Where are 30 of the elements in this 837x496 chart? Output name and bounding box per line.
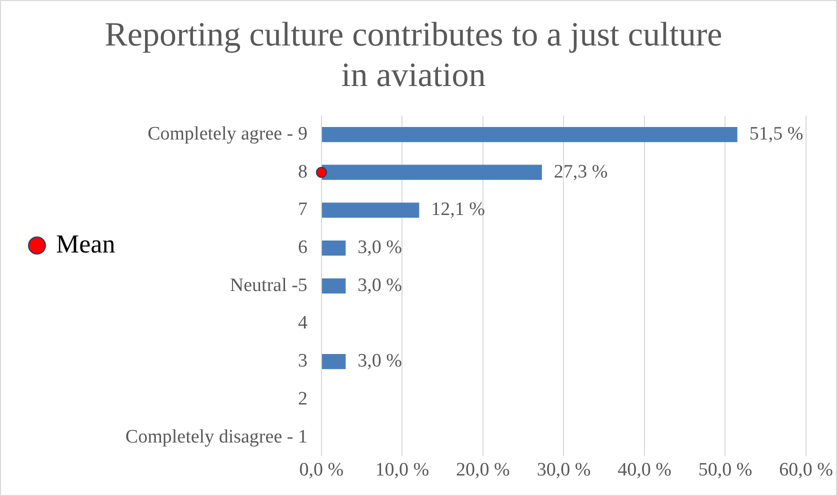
y-tick-label: 4 [298, 312, 308, 334]
x-tick-label: 0,0 % [299, 460, 344, 481]
bar [322, 202, 420, 218]
x-tick-label: 10,0 % [375, 460, 430, 481]
data-label: 3,0 % [358, 237, 402, 258]
bar [322, 278, 346, 294]
y-tick-label: 6 [298, 237, 308, 258]
x-tick-label: 20,0 % [456, 460, 510, 481]
x-tick-label: 40,0 % [618, 460, 672, 481]
data-label: 51,5 % [749, 124, 804, 145]
data-label: 3,0 % [358, 274, 402, 296]
data-label: 3,0 % [358, 350, 402, 372]
x-tick-label: 50,0 % [698, 460, 752, 481]
y-tick-label: 2 [298, 388, 308, 410]
y-tick-label: 7 [298, 199, 308, 220]
bar [322, 240, 346, 256]
y-tick-label: Neutral -5 [230, 274, 308, 296]
data-label: 27,3 % [554, 161, 608, 182]
chart-title: Reporting culture contributes to a just culture in aviation [104, 16, 722, 94]
bar [322, 354, 346, 370]
y-tick-label: 8 [298, 161, 308, 182]
data-label: 12,1 % [431, 199, 486, 220]
legend-label: Mean [56, 229, 116, 258]
x-tick-label: 30,0 % [536, 460, 591, 481]
y-tick-label: Completely agree - 9 [148, 124, 308, 145]
y-tick-label: 3 [298, 350, 308, 372]
bar [322, 164, 542, 180]
bar [322, 126, 738, 142]
y-tick-label: Completely disagree - 1 [125, 426, 308, 448]
x-tick-label: 60,0 % [779, 460, 834, 481]
